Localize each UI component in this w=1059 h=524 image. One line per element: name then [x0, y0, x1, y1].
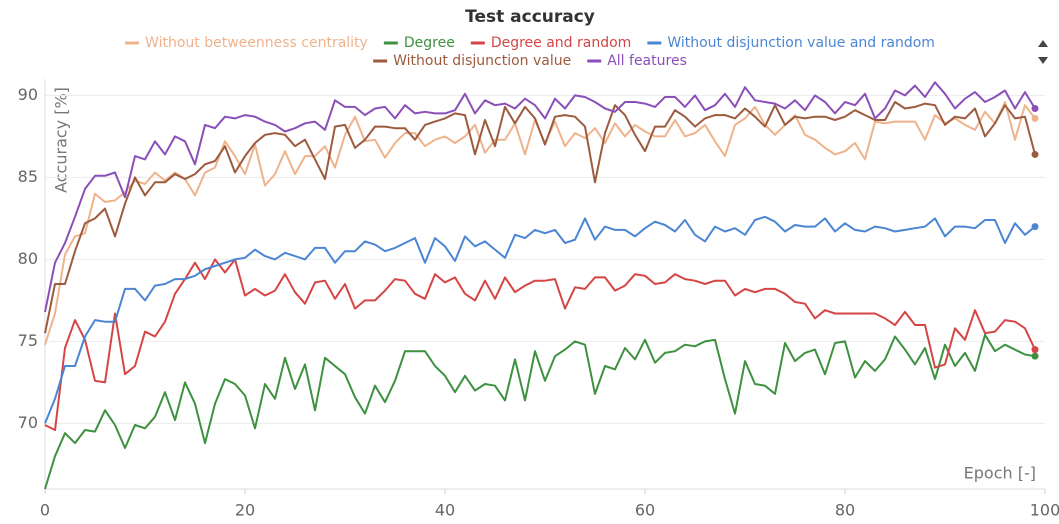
legend: Without betweenness centrality Degree Degr…	[125, 35, 935, 69]
legend-item: Without betweenness centrality	[125, 35, 368, 51]
x-axis-title: Epoch [-]	[964, 464, 1036, 483]
end-marker	[1031, 346, 1039, 354]
x-tick-label: 40	[435, 501, 455, 520]
legend-item: All features	[587, 53, 687, 69]
x-tick-label: 0	[40, 501, 50, 520]
x-tick-label: 60	[635, 501, 655, 520]
legend-label: Without disjunction value	[393, 53, 571, 69]
grid	[45, 94, 1045, 424]
legend-item: Without disjunction value	[373, 53, 571, 69]
y-axis-title: Accuracy [%]	[52, 87, 71, 193]
end-marker	[1031, 114, 1039, 122]
y-tick-label: 70	[18, 413, 38, 432]
series-line	[44, 333, 1036, 490]
legend-item: Degree and random	[470, 35, 632, 51]
legend-item: Degree	[383, 35, 455, 51]
series-line	[44, 215, 1036, 424]
legend-scroll-up[interactable]	[1038, 40, 1048, 47]
legend-label: Degree and random	[491, 35, 632, 51]
series-line	[44, 101, 1036, 346]
legend-label: Without betweenness centrality	[145, 35, 368, 51]
y-tick-label: 90	[18, 85, 38, 104]
y-tick-label: 80	[18, 249, 38, 268]
end-marker	[1031, 352, 1039, 360]
y-tick-label: 85	[18, 167, 38, 186]
x-tick-label: 100	[1030, 501, 1059, 520]
chart-title: Test accuracy	[465, 7, 595, 27]
series-line	[44, 258, 1036, 431]
end-marker	[1031, 150, 1039, 158]
legend-label: Degree	[404, 35, 455, 51]
end-marker	[1031, 223, 1039, 231]
end-marker	[1031, 105, 1039, 113]
x-tick-label: 80	[835, 501, 855, 520]
series-line	[44, 101, 1036, 334]
series-line	[44, 81, 1036, 313]
legend-scroll-down[interactable]	[1038, 57, 1048, 64]
y-tick-label: 75	[18, 331, 38, 350]
legend-label: Without disjunction value and random	[667, 35, 935, 51]
legend-item: Without disjunction value and random	[647, 35, 935, 51]
x-tick-label: 20	[235, 501, 255, 520]
legend-label: All features	[607, 53, 687, 69]
